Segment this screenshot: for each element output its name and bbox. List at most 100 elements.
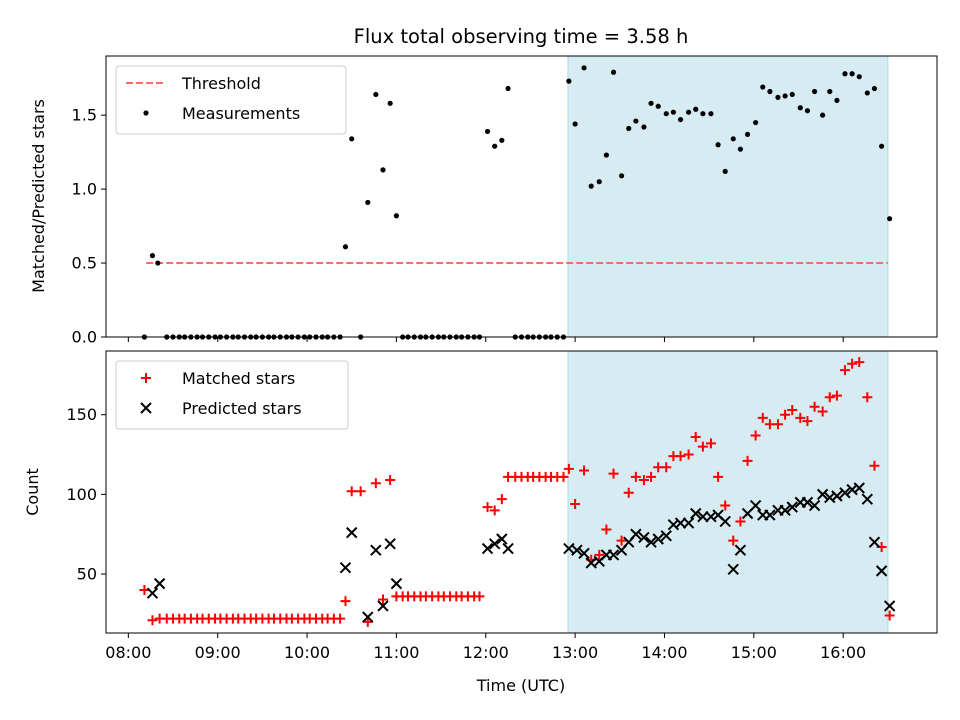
measurement-point bbox=[492, 143, 498, 149]
matched-star-point bbox=[705, 438, 716, 449]
matched-star-point bbox=[780, 409, 791, 420]
predicted-star-point bbox=[749, 499, 762, 512]
measurement-point bbox=[708, 111, 714, 117]
measurement-point bbox=[641, 124, 647, 130]
measurement-point bbox=[393, 213, 400, 219]
predicted-star-point bbox=[645, 536, 657, 548]
matched-star-point bbox=[728, 535, 739, 546]
measurement-point bbox=[737, 146, 744, 152]
measurement-point bbox=[349, 136, 355, 142]
matched-star-point bbox=[854, 357, 865, 368]
legend-matched-swatch bbox=[141, 373, 151, 383]
predicted-star-point bbox=[502, 542, 514, 555]
measurement-point bbox=[744, 131, 751, 137]
matched-star-point bbox=[489, 505, 500, 516]
predicted-star-point bbox=[339, 561, 352, 574]
legend-measurement-swatch bbox=[143, 110, 149, 116]
x-tick-label: 09:00 bbox=[195, 643, 241, 662]
predicted-star-point bbox=[153, 577, 166, 590]
predicted-star-point bbox=[630, 528, 642, 540]
predicted-star-point bbox=[853, 482, 865, 494]
predicted-star-point bbox=[727, 563, 739, 575]
predicted-star-point bbox=[764, 509, 776, 521]
x-tick-label: 13:00 bbox=[552, 643, 598, 662]
predicted-star-point bbox=[571, 544, 583, 556]
measurement-point bbox=[670, 109, 677, 115]
predicted-star-point bbox=[734, 544, 747, 556]
y-tick-label: 150 bbox=[66, 405, 97, 424]
matched-star-point bbox=[623, 487, 634, 498]
matched-star-point bbox=[862, 392, 873, 403]
matched-star-point bbox=[750, 430, 761, 441]
measurement-point bbox=[610, 69, 617, 75]
measurement-point bbox=[871, 85, 878, 92]
measurement-point bbox=[849, 71, 855, 77]
measurement-point bbox=[566, 78, 572, 84]
matched-star-point bbox=[355, 486, 366, 497]
measurement-point bbox=[834, 97, 840, 103]
matched-star-point bbox=[340, 596, 351, 607]
predicted-star-point bbox=[831, 490, 843, 502]
matched-star-point bbox=[646, 471, 657, 482]
matched-star-point bbox=[795, 412, 806, 423]
matched-star-point bbox=[772, 419, 783, 430]
matched-star-point bbox=[563, 463, 574, 474]
measurement-point bbox=[596, 179, 602, 185]
predicted-star-point bbox=[652, 533, 664, 545]
x-tick-label: 12:00 bbox=[463, 643, 509, 662]
measurement-point bbox=[789, 91, 795, 98]
matched-star-point bbox=[335, 613, 346, 624]
matched-star-point bbox=[558, 471, 569, 482]
predicted-star-point bbox=[607, 549, 620, 561]
measurement-point bbox=[753, 119, 759, 126]
matched-star-point bbox=[720, 500, 731, 511]
predicted-star-point bbox=[384, 538, 396, 550]
predicted-star-point bbox=[377, 600, 389, 612]
matched-star-point bbox=[362, 616, 373, 627]
legend-label: Measurements bbox=[182, 104, 300, 123]
matched-star-point bbox=[713, 471, 724, 482]
matched-star-point bbox=[378, 594, 388, 605]
x-tick-label: 11:00 bbox=[373, 643, 419, 662]
matched-star-point bbox=[869, 460, 880, 471]
x-tick-label: 14:00 bbox=[641, 643, 687, 662]
series-matched-stars bbox=[139, 357, 895, 627]
matched-star-point bbox=[847, 358, 858, 369]
measurement-point bbox=[715, 142, 721, 148]
measurement-point bbox=[730, 136, 736, 142]
matched-star-point bbox=[630, 471, 641, 482]
legend-label: Threshold bbox=[181, 74, 261, 93]
matched-star-point bbox=[817, 406, 828, 417]
measurement-point bbox=[655, 103, 661, 109]
matched-star-point bbox=[482, 502, 493, 513]
matched-star-point bbox=[661, 462, 672, 473]
matched-star-point bbox=[697, 441, 708, 452]
measurement-point bbox=[342, 244, 349, 250]
measurement-point bbox=[155, 260, 161, 266]
matched-star-point bbox=[839, 365, 850, 376]
predicted-star-point bbox=[690, 507, 702, 520]
matched-star-point bbox=[601, 524, 612, 535]
matched-star-point bbox=[570, 498, 581, 509]
measurement-point bbox=[811, 88, 818, 95]
matched-star-point bbox=[735, 516, 746, 527]
measurement-point bbox=[760, 84, 766, 90]
y-tick-label: 1.0 bbox=[72, 180, 97, 199]
matched-star-point bbox=[139, 584, 150, 595]
top-ylabel: Matched/Predicted stars bbox=[29, 99, 48, 293]
matched-star-point bbox=[683, 449, 694, 460]
measurement-point bbox=[572, 121, 578, 127]
matched-star-point bbox=[831, 390, 842, 401]
predicted-star-point bbox=[839, 487, 851, 499]
matched-star-point bbox=[675, 451, 686, 462]
predicted-star-point bbox=[390, 577, 403, 590]
measurement-point bbox=[603, 152, 609, 158]
predicted-star-point bbox=[362, 611, 374, 623]
measurement-point bbox=[820, 112, 826, 118]
matched-star-point bbox=[346, 486, 357, 497]
matched-star-point bbox=[824, 392, 835, 403]
measurement-point bbox=[365, 199, 371, 206]
predicted-star-point bbox=[578, 547, 590, 560]
measurement-point bbox=[648, 100, 654, 106]
